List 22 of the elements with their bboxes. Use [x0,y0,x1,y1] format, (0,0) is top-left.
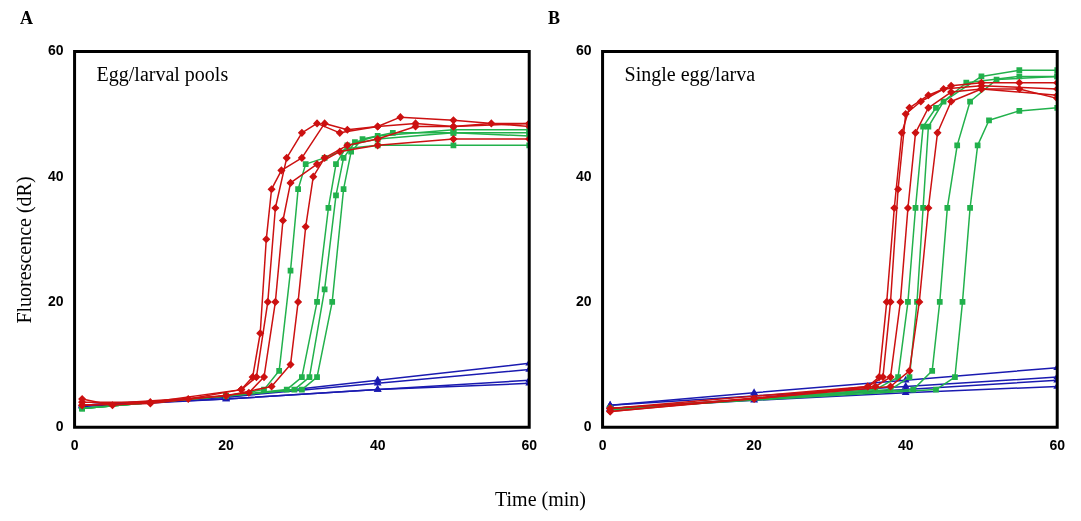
x-axis-title: Time (min) [494,488,587,511]
x-tick-label: 0 [70,437,79,454]
x-tick-label: 40 [897,437,914,454]
x-tick-label: 20 [746,437,763,454]
x-tick-label: 20 [218,437,235,454]
x-tick-label: 60 [521,437,538,454]
x-tick-label: 40 [369,437,386,454]
y-tick-label: 0 [583,418,592,435]
y-tick-label: 20 [47,292,64,309]
x-tick-label: 60 [1049,437,1066,454]
y-tick-label: 40 [575,167,592,184]
y-tick-label: 20 [575,292,592,309]
y-axis-title: Fluorescence (dR) [12,176,36,324]
chart-title: B [548,8,561,29]
annotation: Single egg/larva [624,62,756,86]
annotation: Egg/larval pools [96,62,229,86]
chart-title: A [20,8,33,29]
y-tick-label: 0 [55,418,64,435]
y-tick-label: 40 [47,167,64,184]
y-tick-label: 60 [575,42,592,59]
x-tick-label: 0 [598,437,607,454]
y-tick-label: 60 [47,42,64,59]
